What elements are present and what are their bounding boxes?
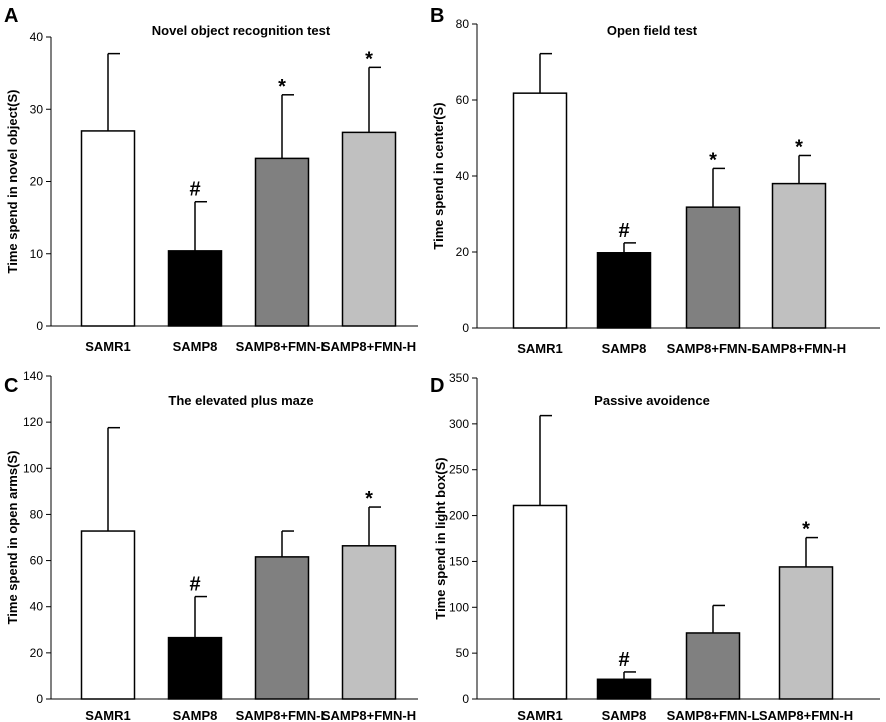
x-tick-label: SAMP8 [173,708,218,722]
y-tick-label: 150 [449,554,469,568]
x-tick-label: SAMP8 [173,339,218,354]
panel-letter: C [4,375,18,397]
bar-samp8 [596,678,652,700]
significance-star: * [709,149,717,171]
x-tick-label: SAMR1 [85,339,131,354]
panel-letter: B [430,5,444,27]
significance-star: * [365,488,373,510]
chart-panel-a: A Novel object recognition test 0 10 20 30 40 T… [4,5,418,354]
x-tick-label: SAMP8+FMN-L [236,339,329,354]
bar-samr1 [80,530,136,700]
chart-panel-d: D Passive avoidence 0 50 100 150 200 250 300 350 T… [430,371,880,722]
y-tick-label: 60 [456,93,470,107]
panel-letter: A [4,5,18,27]
y-tick-label: 20 [30,646,44,660]
bar-samp8 [167,636,223,700]
x-tick-label: SAMP8+FMN-H [759,708,853,722]
bar-samp8 [596,252,652,329]
y-tick-label: 0 [36,692,43,706]
chart-panel-b: B Open field test 0 20 40 60 80 Time spend in c… [430,5,880,356]
y-axis-label: Time spend in center(S) [431,102,446,249]
bar-samr1 [512,504,568,700]
y-tick-label: 0 [36,319,43,333]
chart-panel-c: C The elevated plus maze 0 20 40 60 80 100 120 14… [4,369,418,722]
y-axis-label: Time spend in light box(S) [433,457,448,619]
bar-samp8-fmn-l [254,157,310,327]
y-tick-label: 20 [456,245,470,259]
panel-letter: D [430,375,444,397]
x-tick-label: SAMP8+FMN-L [667,708,760,722]
chart-title: Open field test [607,23,698,38]
x-tick-label: SAMP8+FMN-H [322,339,416,354]
bar-samp8-fmn-h [341,131,397,327]
y-tick-label: 350 [449,371,469,385]
y-tick-label: 200 [449,509,469,523]
bar-samp8-fmn-h [778,566,834,700]
x-tick-label: SAMP8+FMN-L [667,341,760,356]
x-tick-label: SAMP8+FMN-H [752,341,846,356]
x-tick-label: SAMP8 [602,341,647,356]
y-tick-label: 0 [462,692,469,706]
bar-samr1 [80,130,136,327]
y-axis-label: Time spend in open arms(S) [5,451,20,625]
y-tick-label: 120 [23,415,43,429]
x-tick-label: SAMR1 [517,708,563,722]
bar-samp8-fmn-l [685,632,741,700]
y-tick-label: 80 [30,507,44,521]
y-tick-label: 80 [456,17,470,31]
y-tick-label: 30 [30,102,44,116]
bar-samp8-fmn-l [685,206,741,329]
y-tick-label: 50 [456,646,470,660]
y-tick-label: 100 [23,461,43,475]
x-tick-label: SAMP8+FMN-L [236,708,329,722]
y-tick-label: 40 [456,169,470,183]
y-tick-label: 250 [449,463,469,477]
bar-samr1 [512,92,568,329]
x-tick-label: SAMP8 [602,708,647,722]
y-tick-label: 10 [30,247,44,261]
chart-title: The elevated plus maze [168,393,313,408]
significance-hash: # [189,574,200,596]
chart-title: Novel object recognition test [152,23,331,38]
y-tick-label: 40 [30,600,44,614]
bar-samp8-fmn-h [341,545,397,700]
y-tick-label: 300 [449,417,469,431]
significance-star: * [795,136,803,158]
bar-samp8 [167,250,223,327]
y-axis-label: Time spend in novel object(S) [5,90,20,274]
x-tick-label: SAMR1 [85,708,131,722]
significance-hash: # [618,220,629,242]
x-tick-label: SAMR1 [517,341,563,356]
significance-hash: # [189,179,200,201]
y-tick-label: 20 [30,175,44,189]
y-tick-label: 140 [23,369,43,383]
y-tick-label: 40 [30,30,44,44]
x-tick-label: SAMP8+FMN-H [322,708,416,722]
y-tick-label: 60 [30,554,44,568]
bar-samp8-fmn-l [254,556,310,700]
significance-hash: # [618,649,629,671]
bar-samp8-fmn-h [771,182,827,329]
significance-star: * [802,519,810,541]
y-tick-label: 0 [462,321,469,335]
y-tick-label: 100 [449,600,469,614]
significance-star: * [278,76,286,98]
significance-star: * [365,48,373,70]
chart-title: Passive avoidence [594,393,710,408]
